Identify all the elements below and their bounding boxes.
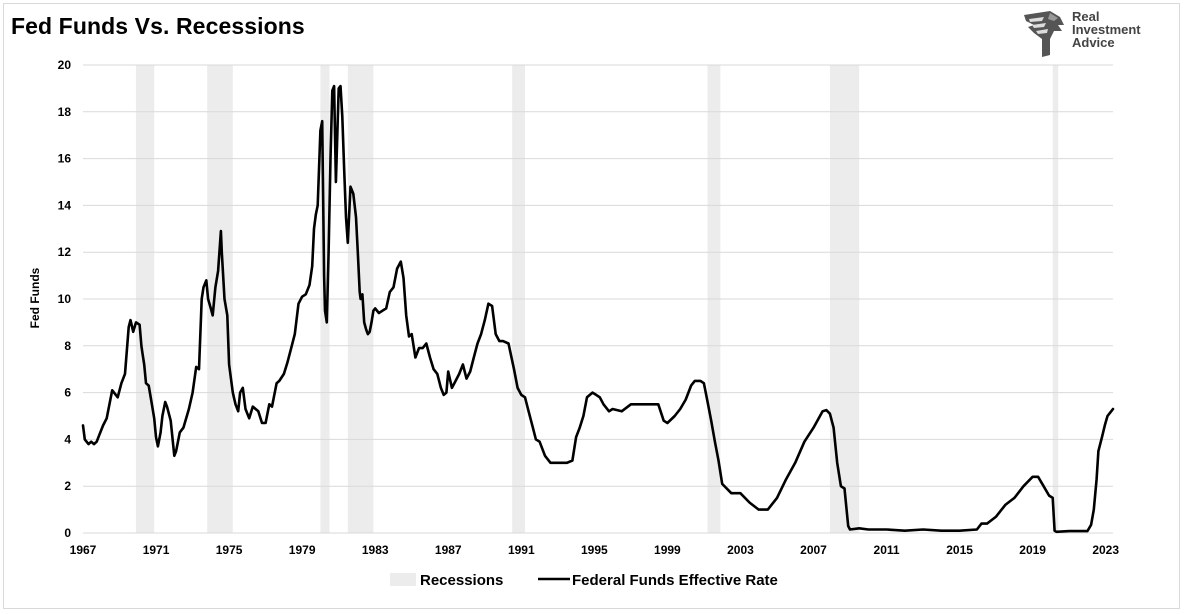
- y-tick-label: 10: [58, 292, 72, 306]
- x-tick-label: 2019: [1019, 543, 1046, 557]
- x-tick-label: 2003: [727, 543, 754, 557]
- x-tick-label: 2011: [874, 543, 900, 557]
- x-tick-label: 1999: [654, 543, 681, 557]
- y-tick-label: 18: [58, 105, 72, 119]
- eagle-head-icon: [1024, 11, 1064, 57]
- brand-logo: Real Investment Advice: [1020, 9, 1160, 59]
- y-tick-label: 2: [64, 479, 71, 493]
- y-tick-label: 8: [64, 339, 71, 353]
- legend: Recessions Federal Funds Effective Rate: [390, 572, 778, 589]
- y-tick-label: 14: [58, 198, 72, 212]
- x-tick-label: 1987: [435, 543, 462, 557]
- legend-label-fed-funds: Federal Funds Effective Rate: [572, 572, 778, 589]
- legend-swatch-recessions: [390, 573, 416, 586]
- y-tick-label: 4: [64, 432, 71, 446]
- x-tick-label: 1979: [289, 543, 316, 557]
- y-axis-ticks: 0 2 4 6 8 10 12 14 16 18 20: [58, 58, 72, 540]
- brand-name-line: Investment: [1072, 22, 1141, 37]
- x-tick-label: 2015: [946, 543, 973, 557]
- y-tick-label: 20: [58, 58, 72, 72]
- series-line-fed-funds: [81, 84, 1115, 534]
- x-tick-label: 1967: [70, 543, 97, 557]
- chart-frame: [3, 3, 1180, 609]
- brand-name: Real Investment Advice: [1072, 10, 1141, 49]
- x-axis-ticks: 1967 1971 1975 1979 1983 1987 1991 1995 1999 2003…: [70, 543, 1120, 557]
- x-tick-label: 1983: [362, 543, 389, 557]
- x-tick-label: 1975: [216, 543, 243, 557]
- gridlines: [83, 64, 1113, 534]
- x-tick-label: 2023: [1092, 543, 1119, 557]
- y-tick-label: 16: [58, 152, 72, 166]
- chart-title: Fed Funds Vs. Recessions: [11, 13, 305, 39]
- series-lines: [81, 84, 1115, 534]
- x-tick-label: 2007: [800, 543, 827, 557]
- x-tick-label: 1991: [508, 543, 535, 557]
- y-axis-title: Fed Funds: [28, 267, 42, 328]
- x-tick-label: 1995: [581, 543, 608, 557]
- brand-name-line: Real: [1072, 9, 1100, 24]
- x-tick-label: 1971: [143, 543, 170, 557]
- brand-name-line: Advice: [1072, 35, 1115, 50]
- y-tick-label: 6: [64, 386, 71, 400]
- y-tick-label: 12: [58, 245, 72, 259]
- legend-label-recessions: Recessions: [420, 572, 503, 589]
- y-tick-label: 0: [64, 526, 71, 540]
